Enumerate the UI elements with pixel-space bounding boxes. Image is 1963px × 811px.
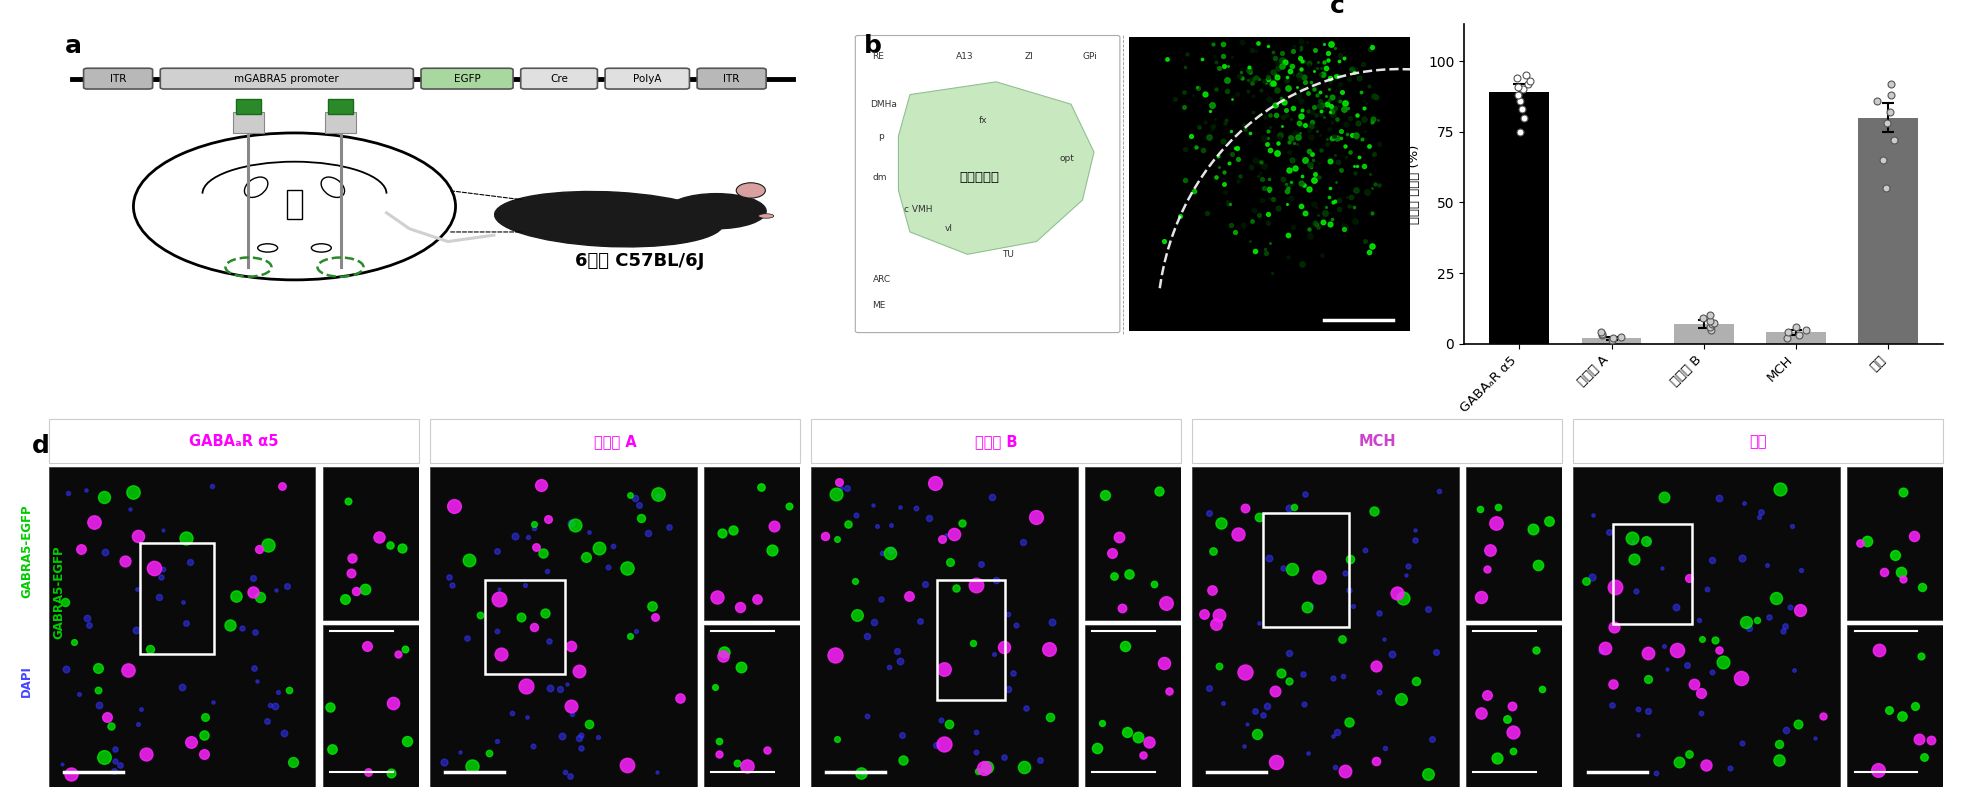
Bar — [1490, 92, 1549, 344]
Bar — [234, 112, 263, 133]
FancyBboxPatch shape — [84, 68, 153, 89]
Bar — [1466, 625, 1563, 787]
Bar — [1192, 467, 1459, 787]
Bar — [1674, 324, 1733, 344]
Bar — [326, 112, 355, 133]
Bar — [811, 467, 1078, 787]
Bar — [1086, 467, 1182, 620]
Text: MCH: MCH — [1358, 434, 1396, 448]
Bar — [287, 191, 302, 219]
Text: GABRA5-EGFP: GABRA5-EGFP — [53, 545, 65, 639]
Bar — [1859, 118, 1918, 344]
Text: c VMH: c VMH — [905, 205, 932, 214]
Text: 측시상하부: 측시상하부 — [960, 171, 999, 184]
Text: c: c — [1329, 0, 1345, 18]
Bar — [1574, 467, 1839, 787]
FancyBboxPatch shape — [697, 68, 766, 89]
FancyBboxPatch shape — [420, 68, 512, 89]
Text: GABAₐR α5: GABAₐR α5 — [188, 434, 279, 448]
Text: 가바: 가바 — [1749, 434, 1767, 448]
Bar — [430, 467, 697, 787]
Bar — [1614, 524, 1692, 624]
Bar — [49, 467, 316, 787]
Bar — [1086, 625, 1182, 787]
Text: 오렉신 A: 오렉신 A — [593, 434, 636, 448]
Ellipse shape — [133, 133, 455, 280]
Bar — [328, 100, 353, 114]
Ellipse shape — [667, 194, 766, 229]
Ellipse shape — [322, 177, 345, 197]
Ellipse shape — [758, 214, 773, 218]
Y-axis label: EGFP(+) 세포와
겹치는 세포를 (%): EGFP(+) 세포와 겹치는 세포를 (%) — [1394, 142, 1421, 225]
Bar — [936, 581, 1005, 700]
Text: 6주령 C57BL/6J: 6주령 C57BL/6J — [575, 251, 705, 270]
Text: A13: A13 — [956, 52, 974, 61]
FancyBboxPatch shape — [161, 68, 414, 89]
Circle shape — [312, 244, 332, 252]
Text: RE: RE — [874, 52, 885, 61]
Bar — [1192, 419, 1563, 463]
Text: ARC: ARC — [874, 276, 891, 285]
Bar — [705, 467, 801, 620]
Bar — [1847, 467, 1943, 620]
Bar — [1582, 338, 1641, 344]
Text: EGFP: EGFP — [453, 74, 481, 84]
Text: GPi: GPi — [1082, 52, 1097, 61]
Ellipse shape — [736, 182, 766, 198]
Text: ZI: ZI — [1025, 52, 1035, 61]
Bar — [1129, 37, 1409, 331]
Bar — [430, 419, 801, 463]
Text: GABRA5-EGFP: GABRA5-EGFP — [20, 504, 33, 599]
Bar — [1466, 467, 1563, 620]
FancyBboxPatch shape — [520, 68, 597, 89]
Text: fx: fx — [980, 116, 987, 125]
Bar — [1767, 333, 1826, 344]
Text: mGABRA5 promoter: mGABRA5 promoter — [234, 74, 340, 84]
Text: dm: dm — [874, 174, 887, 182]
Polygon shape — [899, 82, 1093, 255]
Bar — [1847, 625, 1943, 787]
FancyBboxPatch shape — [605, 68, 689, 89]
Text: TU: TU — [1001, 250, 1013, 259]
Ellipse shape — [495, 191, 722, 247]
Circle shape — [257, 244, 277, 252]
Bar — [1574, 419, 1943, 463]
Text: vl: vl — [944, 225, 952, 234]
Bar — [705, 625, 801, 787]
Text: b: b — [864, 34, 881, 58]
Text: 오렉신 B: 오렉신 B — [976, 434, 1017, 448]
Text: ITR: ITR — [110, 74, 126, 84]
Bar — [49, 419, 418, 463]
Bar — [322, 467, 418, 620]
Text: ME: ME — [874, 301, 885, 310]
FancyBboxPatch shape — [856, 36, 1119, 333]
Text: DMHa: DMHa — [870, 100, 897, 109]
Bar — [811, 419, 1182, 463]
Text: Cre: Cre — [550, 74, 567, 84]
Text: a: a — [65, 34, 80, 58]
Ellipse shape — [245, 177, 267, 197]
Text: DAPI: DAPI — [20, 665, 33, 697]
Bar — [1264, 513, 1349, 627]
Bar — [139, 543, 214, 654]
Text: p: p — [877, 131, 883, 140]
Text: PolyA: PolyA — [632, 74, 662, 84]
Text: opt: opt — [1060, 154, 1074, 163]
Text: ITR: ITR — [724, 74, 740, 84]
Bar — [322, 625, 418, 787]
Text: d: d — [31, 434, 49, 458]
Bar — [485, 581, 565, 674]
Bar — [236, 100, 261, 114]
